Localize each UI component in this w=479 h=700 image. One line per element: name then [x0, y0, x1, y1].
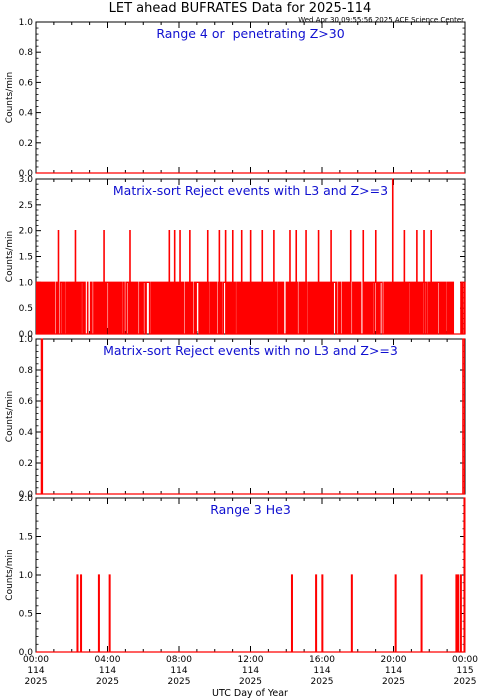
panel-title: Matrix-sort Reject events with no L3 and… [103, 343, 398, 358]
y-tick-label: 0.5 [19, 610, 33, 620]
y-tick-label: 1.0 [19, 278, 34, 288]
x-tick-label: 114 [313, 666, 330, 676]
x-tick-label: 115 [456, 666, 473, 676]
series-line [35, 178, 466, 335]
x-tick-label: 08:00 [166, 655, 192, 665]
y-tick-label: 3.0 [19, 175, 34, 185]
panel-1: 0.0 0.2 0.4 0.6 0.8 1.0 Counts/min Range 4 or p… [5, 18, 466, 179]
x-tick-label: 16:00 [309, 655, 335, 665]
panel-frame [35, 338, 466, 495]
y-tick-label: 0.0 [19, 648, 34, 658]
x-axis-label: UTC Day of Year [212, 688, 288, 699]
y-tick-label: 0.6 [19, 78, 34, 88]
panel-2: 0.0 0.5 1.0 1.5 2.0 2.5 3.0 Counts/min Matrix-so… [5, 175, 466, 340]
y-tick-label: 1.0 [19, 18, 34, 28]
y-tick-label: 1.0 [19, 335, 34, 345]
x-tick-label: 114 [170, 666, 187, 676]
panel-title: Matrix-sort Reject events with L3 and Z>… [113, 183, 388, 198]
x-tick-label: 2025 [25, 677, 48, 687]
y-axis-label: Counts/min [5, 231, 15, 282]
timestamp: Wed Apr 30 09:55:56 2025 ACE Science Cen… [298, 16, 464, 24]
panel-title: Range 3 He3 [210, 502, 291, 517]
chart-panels: 0.0 0.2 0.4 0.6 0.8 1.0 Counts/min Range 4 or p… [5, 18, 478, 687]
y-axis-label: Counts/min [5, 72, 15, 123]
x-tick-label: 2025 [382, 677, 405, 687]
x-tick-label: 114 [99, 666, 116, 676]
y-axis-label: Counts/min [5, 549, 15, 600]
chart-title: LET ahead BUFRATES Data for 2025-114 [109, 1, 372, 16]
y-tick-label: 0.2 [19, 139, 33, 149]
x-tick-label: 2025 [168, 677, 191, 687]
y-tick-label: 0.4 [19, 109, 34, 119]
x-tick-label: 00:00 [452, 655, 478, 665]
y-tick-label: 0.4 [19, 428, 34, 438]
y-tick-label: 0.2 [19, 459, 33, 469]
y-tick-label: 0.6 [19, 397, 34, 407]
panel-title: Range 4 or penetrating Z>30 [156, 26, 344, 41]
x-tick-label: 2025 [311, 677, 334, 687]
y-tick-label: 0.8 [19, 366, 34, 376]
y-tick-label: 1.5 [19, 253, 33, 263]
panel-frame [35, 21, 466, 174]
x-tick-label: 2025 [239, 677, 262, 687]
y-tick-label: 0.8 [19, 48, 34, 58]
x-tick-label: 00:00 [23, 655, 49, 665]
panel-4: 0.0 0.5 1.0 1.5 2.0 Counts/min Range 3 He3 [5, 494, 466, 658]
y-tick-label: 0.5 [19, 304, 33, 314]
series-line [36, 497, 466, 653]
y-tick-label: 0.0 [19, 490, 34, 500]
y-tick-label: 1.0 [19, 571, 34, 581]
series-line [36, 338, 465, 495]
x-tick-label: 12:00 [238, 655, 264, 665]
y-tick-label: 0.0 [19, 330, 34, 340]
panel-frame [35, 497, 466, 653]
x-tick-label: 2025 [454, 677, 477, 687]
y-tick-label: 2.0 [19, 227, 34, 237]
x-tick-label: 20:00 [381, 655, 407, 665]
panel-3: 0.0 0.2 0.4 0.6 0.8 1.0 Counts/min Matrix-sort … [5, 335, 466, 500]
x-tick-label: 2025 [96, 677, 119, 687]
x-tick-label: 114 [242, 666, 259, 676]
y-tick-label: 0.0 [19, 169, 34, 179]
y-tick-label: 2.0 [19, 494, 34, 504]
y-axis-label: Counts/min [5, 391, 15, 442]
x-tick-label: 04:00 [95, 655, 121, 665]
y-tick-label: 1.5 [19, 533, 33, 543]
y-tick-label: 2.5 [19, 201, 33, 211]
x-tick-label: 114 [385, 666, 402, 676]
x-tick-label: 114 [27, 666, 44, 676]
